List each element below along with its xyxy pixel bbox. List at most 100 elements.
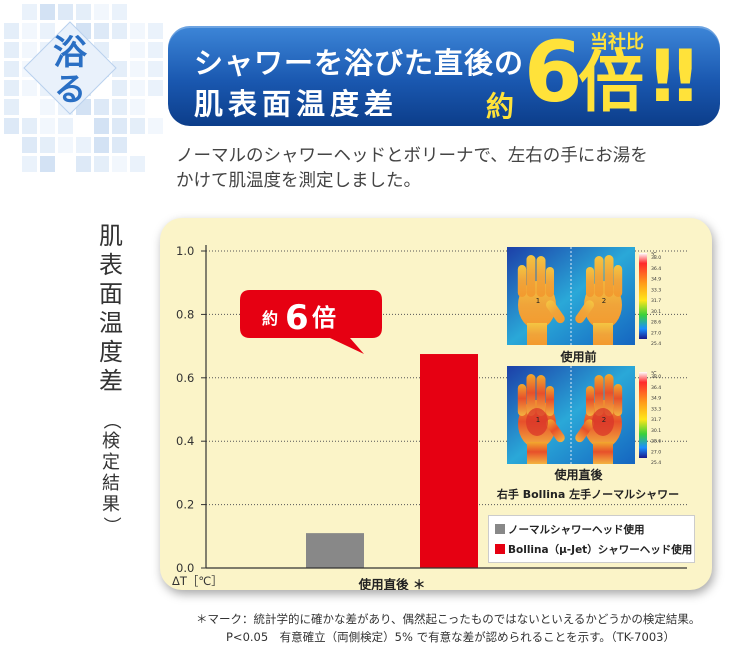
mosaic-tile	[94, 99, 109, 115]
mosaic-tile	[40, 118, 55, 134]
mosaic-tile	[22, 4, 37, 20]
y-axis-title-char: 度	[99, 338, 123, 366]
temperature-scale-value: 31.7	[651, 417, 661, 423]
y-axis-subtitle-char: 結	[102, 473, 120, 494]
mosaic-tile	[22, 118, 37, 134]
description-line1: ノーマルのシャワーヘッドとボリーナで、左右の手にお湯を	[176, 146, 648, 166]
y-axis-subtitle-char: 果	[102, 494, 120, 515]
badge-char-bottom: る	[54, 70, 86, 108]
legend-swatch-bollina	[495, 544, 505, 554]
temperature-scale-value: 25.4	[651, 460, 661, 464]
temperature-scale-value: 34.9	[651, 277, 661, 283]
description-line2: かけて肌温度を測定しました。	[176, 171, 421, 191]
hand-marker: 1	[536, 416, 540, 424]
callout-number: 6	[285, 298, 309, 338]
y-axis-title: 肌表面温度差	[96, 222, 126, 396]
temperature-scale-value: 27.0	[651, 330, 661, 336]
y-axis-title-char: 表	[99, 251, 123, 279]
banner-comparison: 当社比	[590, 32, 644, 53]
mosaic-tile	[40, 137, 55, 153]
mosaic-tile	[112, 23, 127, 39]
mosaic-tile	[58, 137, 73, 153]
mosaic-tile	[94, 4, 109, 20]
mosaic-tile	[94, 137, 109, 153]
temperature-scale-value: 27.0	[651, 449, 661, 455]
banner-big-unit: 倍	[578, 44, 644, 121]
footnote-line2: P<0.05 有意確立（両側検定）5% で有意な差が認められることを示す。（TK…	[226, 630, 675, 644]
footnote-line1: ＊マーク：統計学的に確かな差があり、偶然起こったものではないといえるかどうかの検…	[196, 612, 701, 626]
mosaic-tile	[4, 118, 19, 134]
y-axis-subtitle-char: ）	[100, 516, 122, 535]
tile-mosaic-decoration	[0, 0, 180, 220]
mosaic-tile	[40, 156, 55, 172]
legend-label-bollina: Bollina（μ-Jet）シャワーヘッド使用	[508, 544, 693, 556]
y-tick-label: 0.8	[176, 307, 194, 321]
legend-item-bollina: Bollina（μ-Jet）シャワーヘッド使用	[495, 542, 692, 557]
description: ノーマルのシャワーヘッドとボリーナで、左右の手にお湯を かけて肌温度を測定しまし…	[176, 144, 736, 194]
mosaic-tile	[112, 4, 127, 20]
x-category-label: 使用直後 ＊	[358, 577, 426, 590]
temperature-scale-value: 33.3	[651, 406, 661, 412]
mosaic-tile	[4, 99, 19, 115]
x-axis-label: ΔT［℃］	[172, 574, 223, 588]
mosaic-tile	[130, 23, 145, 39]
callout-unit: 倍	[312, 304, 336, 332]
mosaic-tile	[130, 61, 145, 77]
mosaic-tile	[112, 80, 127, 96]
y-tick-label: 0.2	[176, 498, 194, 512]
mosaic-tile	[4, 61, 19, 77]
hand-silhouette	[575, 255, 623, 345]
mosaic-tile	[130, 156, 145, 172]
mosaic-tile	[148, 80, 163, 96]
mosaic-tile	[4, 23, 19, 39]
y-axis-title-char: 肌	[99, 222, 123, 250]
y-tick-label: 1.0	[176, 244, 194, 258]
callout-yaku: 約	[262, 309, 278, 328]
temperature-scale-value: 30.1	[651, 309, 661, 315]
hand-marker: 2	[602, 416, 606, 424]
y-axis-title-char: 温	[99, 309, 123, 337]
mosaic-tile	[40, 23, 55, 39]
mosaic-tile	[94, 118, 109, 134]
banner-big-number: 6	[524, 23, 583, 121]
headline-banner: シャワーを浴びた直後の 肌表面温度差 約 6 倍 !! 当社比	[168, 26, 720, 126]
thermal-after-label: 使用直後	[554, 468, 603, 482]
temperature-scale-value: 31.7	[651, 298, 661, 304]
thermal-before-label: 使用前	[560, 350, 597, 364]
mosaic-tile	[112, 61, 127, 77]
mosaic-tile	[148, 118, 163, 134]
temperature-scale-value: 38.0	[651, 255, 661, 261]
mosaic-tile	[76, 4, 91, 20]
mosaic-tile	[112, 99, 127, 115]
callout-six-times: 約 6 倍	[240, 290, 382, 354]
mosaic-tile	[112, 156, 127, 172]
bar-chart: 0.0 0.2 0.4 0.6 0.8 1.0 使用直後 ＊ ΔT［℃］	[172, 244, 687, 590]
mosaic-tile	[22, 42, 37, 58]
temperature-scale-value: 30.1	[651, 428, 661, 434]
y-axis-subtitle-char: 定	[102, 452, 120, 473]
mosaic-tile	[112, 118, 127, 134]
banner-line2: 肌表面温度差	[194, 87, 399, 121]
hand-marker: 1	[536, 297, 540, 305]
temperature-scale-unit: ℃	[651, 252, 657, 258]
legend-item-normal: ノーマルシャワーヘッド使用	[495, 522, 645, 537]
legend-swatch-normal	[495, 524, 505, 534]
banner-exclaim: !!	[646, 34, 702, 118]
temperature-scale-value: 28.6	[651, 320, 661, 326]
hand-silhouette	[517, 255, 565, 345]
mosaic-tile	[22, 156, 37, 172]
mosaic-tile	[4, 42, 19, 58]
temperature-scale-value: 25.4	[651, 341, 661, 345]
mosaic-tile	[130, 42, 145, 58]
temperature-scale-unit: ℃	[651, 371, 657, 377]
mosaic-tile	[40, 4, 55, 20]
mosaic-tile	[130, 118, 145, 134]
mosaic-tile	[76, 156, 91, 172]
y-tick-label: 0.6	[176, 371, 194, 385]
temperature-scale-value: 34.9	[651, 396, 661, 402]
mosaic-tile	[58, 118, 73, 134]
mosaic-tile	[76, 137, 91, 153]
temperature-scale-value: 36.4	[651, 266, 661, 272]
thermal-caption: 右手 Bollina 左手ノーマルシャワー	[496, 488, 680, 501]
temperature-scale-value: 28.6	[651, 439, 661, 445]
